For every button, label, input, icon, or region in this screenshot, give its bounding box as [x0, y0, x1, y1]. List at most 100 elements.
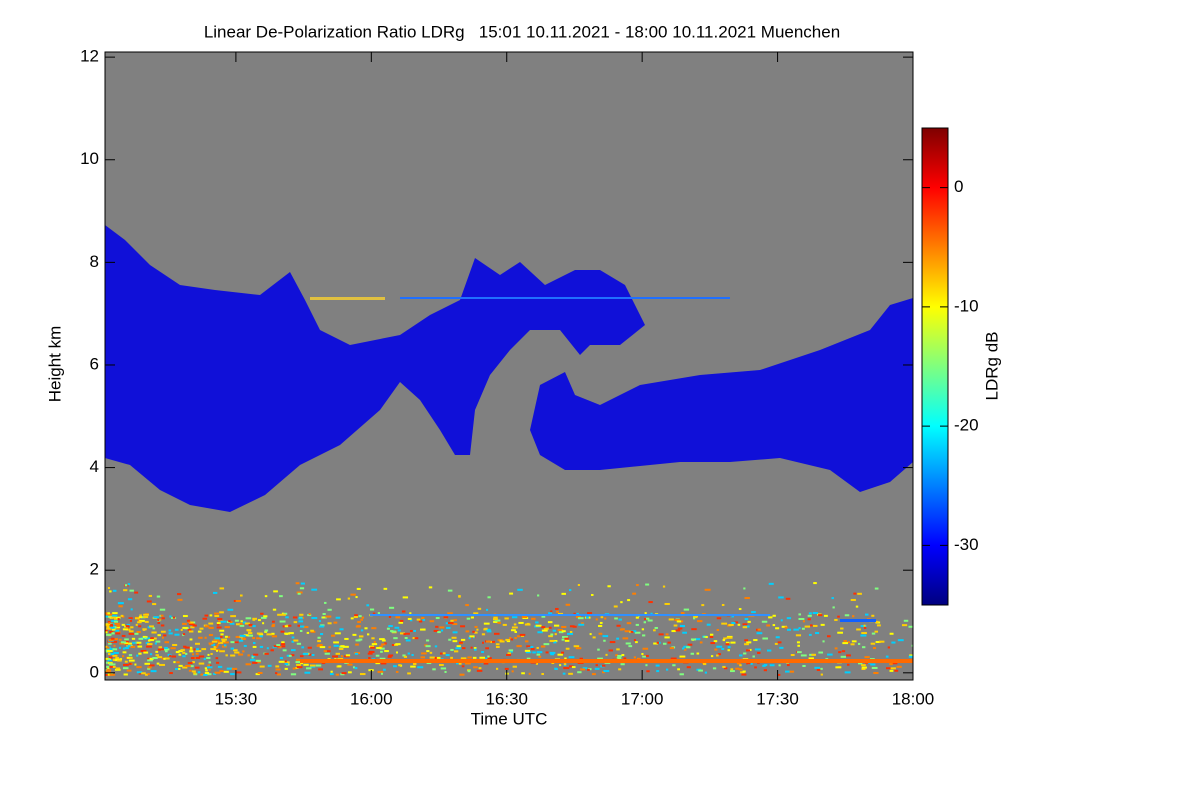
noise-dot [813, 582, 817, 585]
noise-dot [288, 632, 294, 635]
noise-dot [422, 618, 426, 621]
noise-dot [225, 654, 228, 657]
noise-dot [551, 662, 555, 665]
noise-dot [311, 653, 315, 656]
noise-dot [657, 641, 661, 644]
noise-dot [177, 593, 182, 596]
noise-dot [617, 654, 622, 657]
noise-dot [664, 602, 670, 605]
noise-dot [504, 667, 509, 670]
noise-dot [296, 591, 303, 594]
noise-dot [647, 619, 653, 622]
noise-dot [726, 636, 733, 639]
noise-dot [122, 655, 125, 658]
noise-dot [107, 662, 113, 665]
noise-dot [302, 652, 309, 655]
noise-dot [421, 652, 427, 655]
noise-dot [189, 648, 193, 651]
noise-dot [195, 656, 201, 659]
noise-dot [158, 646, 162, 649]
noise-dot [565, 603, 571, 606]
noise-dot [740, 671, 745, 674]
noise-dot [186, 619, 190, 622]
noise-dot [831, 597, 834, 600]
noise-dot [106, 627, 112, 630]
noise-dot [696, 652, 700, 655]
noise-dot [691, 628, 697, 631]
noise-dot [201, 673, 208, 676]
noise-dot [721, 647, 725, 650]
noise-dot [247, 634, 254, 637]
noise-dot [736, 662, 741, 665]
noise-dot [897, 639, 904, 642]
noise-dot [642, 634, 646, 637]
noise-dot [117, 618, 120, 621]
noise-dot [152, 657, 158, 660]
noise-dot [339, 628, 344, 631]
noise-dot [111, 614, 118, 617]
noise-dot [472, 630, 475, 633]
noise-dot [154, 642, 157, 645]
noise-dot [281, 612, 285, 615]
noise-dot [827, 653, 833, 656]
y-tick-label: 0 [90, 662, 99, 681]
noise-dot [416, 618, 421, 621]
noise-dot [250, 658, 256, 661]
noise-dot [834, 618, 838, 621]
noise-dot [234, 619, 239, 622]
noise-dot [874, 630, 878, 633]
noise-dot [439, 664, 444, 667]
noise-dot [667, 641, 671, 644]
noise-dot [137, 621, 142, 624]
noise-dot [110, 665, 116, 668]
noise-dot [182, 615, 188, 618]
noise-dot [630, 630, 634, 633]
noise-dot [109, 673, 116, 676]
noise-dot [635, 616, 639, 619]
noise-dot [128, 662, 132, 665]
noise-dot [203, 658, 206, 661]
noise-dot [744, 643, 749, 646]
noise-dot [213, 638, 220, 641]
noise-dot [345, 654, 351, 657]
noise-dot [113, 617, 119, 620]
noise-dot [665, 633, 669, 636]
noise-dot [624, 630, 630, 633]
noise-dot [219, 611, 224, 614]
noise-dot [549, 651, 556, 654]
noise-dot [112, 654, 118, 657]
noise-dot [509, 592, 514, 595]
noise-dot [440, 667, 447, 670]
noise-dot [772, 614, 776, 617]
noise-dot [129, 619, 133, 622]
noise-dot [413, 629, 417, 632]
noise-dot [284, 667, 288, 670]
noise-dot [214, 612, 220, 615]
y-tick-label: 12 [80, 47, 99, 66]
noise-dot [251, 655, 256, 658]
noise-dot [204, 636, 207, 639]
noise-dot [317, 640, 321, 643]
noise-dot [181, 622, 187, 625]
noise-dot [147, 673, 150, 676]
noise-dot [545, 651, 549, 654]
noise-dot [395, 651, 399, 654]
noise-dot [134, 632, 139, 635]
noise-dot [654, 626, 658, 629]
x-tick-label: 17:00 [621, 689, 664, 708]
noise-dot [338, 647, 344, 650]
noise-dot [126, 656, 130, 659]
noise-dot [108, 642, 112, 645]
noise-dot [302, 626, 309, 629]
noise-dot [683, 648, 687, 651]
noise-dot [601, 664, 606, 667]
noise-dot [295, 658, 301, 661]
noise-dot [807, 614, 812, 617]
noise-dot [607, 585, 611, 588]
noise-dot [157, 656, 163, 659]
noise-dot [342, 645, 349, 648]
noise-dot [856, 628, 861, 631]
noise-dot [308, 613, 311, 616]
noise-dot [861, 666, 867, 669]
noise-dot [417, 666, 424, 669]
